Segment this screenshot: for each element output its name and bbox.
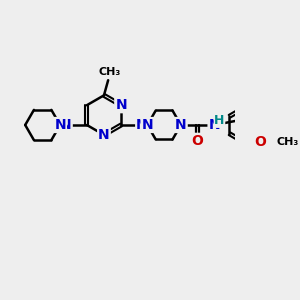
Text: N: N	[98, 128, 110, 142]
Text: N: N	[142, 118, 153, 132]
Text: N: N	[175, 118, 187, 132]
Text: N: N	[115, 98, 127, 112]
Text: N: N	[208, 118, 220, 132]
Text: H: H	[214, 114, 225, 127]
Text: O: O	[192, 134, 204, 148]
Text: N: N	[60, 118, 72, 132]
Text: CH₃: CH₃	[276, 137, 298, 147]
Text: N: N	[136, 118, 148, 132]
Text: O: O	[254, 135, 266, 149]
Text: CH₃: CH₃	[98, 67, 120, 77]
Text: N: N	[54, 118, 66, 132]
